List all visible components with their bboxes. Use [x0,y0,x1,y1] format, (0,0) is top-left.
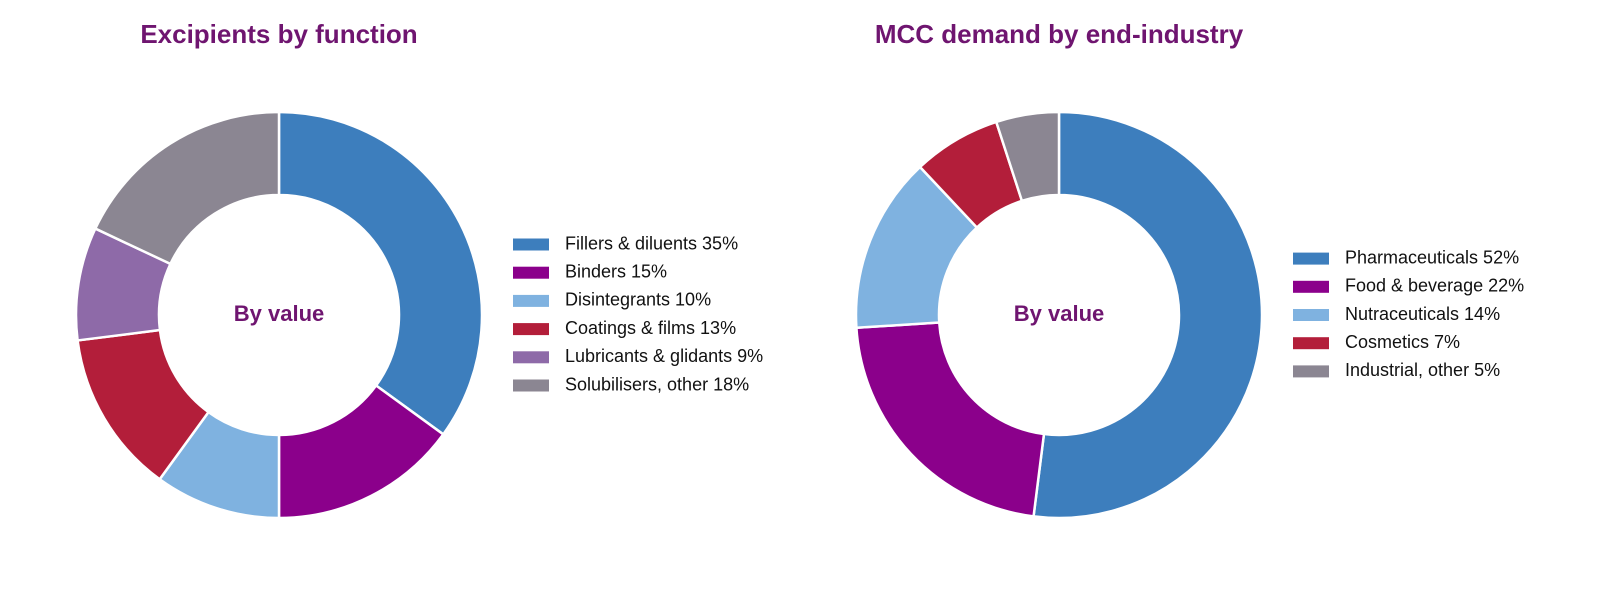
legend-item: Food & beverage 22% [1293,276,1524,296]
legend-swatch [1293,337,1329,350]
legend-label: Disintegrants 10% [565,290,711,310]
legend-item: Fillers & diluents 35% [513,233,738,253]
legend: Fillers & diluents 35% Binders 15% Disinte… [513,233,763,394]
pie-slice-2 [855,321,1046,518]
legend-swatch [1293,309,1329,321]
legend-swatch [513,266,549,279]
legend-swatch [1293,280,1329,293]
legend-swatch [513,238,549,251]
legend-label: Pharmaceuticals 52% [1345,247,1519,267]
pie-slice-5 [995,110,1061,203]
legend-item: Cosmetics 7% [1293,332,1460,352]
legend-label: Industrial, other 5% [1345,360,1500,380]
legend-label: Fillers & diluents 35% [565,233,738,253]
legend-label: Solubilisers, other 18% [565,374,749,394]
legend-label: Binders 15% [565,261,667,281]
legend-swatch [513,323,549,336]
legend-label: Cosmetics 7% [1345,332,1460,352]
legend-swatch [1293,365,1329,378]
legend-item: Lubricants & glidants 9% [513,346,763,366]
legend-swatch [513,379,549,392]
center-label: By value [1014,301,1105,326]
legend: Pharmaceuticals 52% Food & beverage 22% Nu… [1293,247,1524,380]
legend-swatch [1293,252,1329,265]
legend-swatch [513,294,549,307]
donut-chart-2: MCC demand by end-industry By value Pharma… [854,19,1524,520]
pie-slice-1 [1032,110,1264,520]
legend-label: Coatings & films 13% [565,318,736,338]
legend-item: Pharmaceuticals 52% [1293,247,1519,267]
donut-chart-1: Excipients by function By value Fillers & … [74,19,763,520]
legend-item: Disintegrants 10% [513,290,711,310]
legend-item: Industrial, other 5% [1293,360,1500,380]
center-label: By value [234,301,325,326]
legend-label: Lubricants & glidants 9% [565,346,763,366]
pie-slice-6 [94,110,281,266]
legend-item: Coatings & films 13% [513,318,736,338]
legend-item: Nutraceuticals 14% [1293,304,1500,324]
chart-title: MCC demand by end-industry [875,19,1244,49]
legend-label: Nutraceuticals 14% [1345,304,1500,324]
legend-item: Binders 15% [513,261,667,281]
pie-slice-1 [277,110,484,436]
legend-label: Food & beverage 22% [1345,276,1524,296]
legend-item: Solubilisers, other 18% [513,374,749,394]
legend-swatch [513,351,549,364]
chart-title: Excipients by function [140,19,417,49]
